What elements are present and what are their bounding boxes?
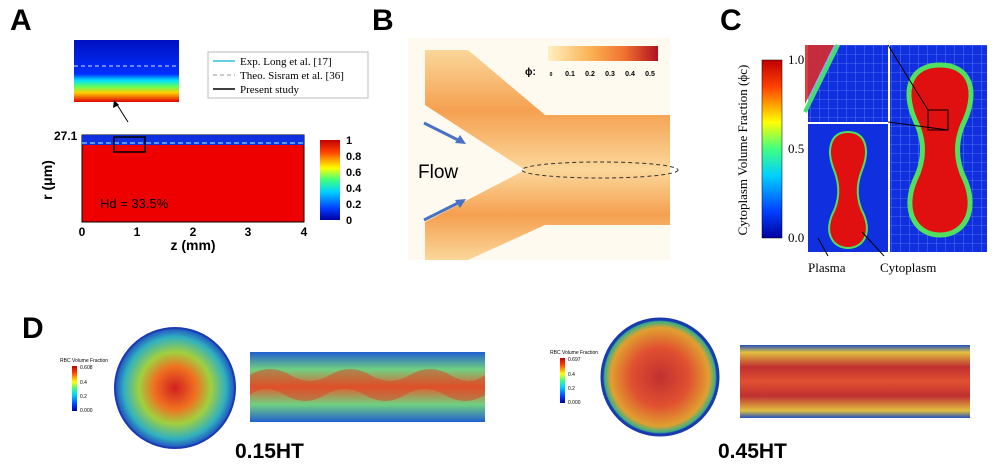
panel-label: A (10, 4, 32, 37)
inset-heatmap (74, 40, 179, 102)
colorbar-tick: 0.4 (568, 372, 575, 378)
colorbar-title: RBC Volume Fraction (550, 350, 598, 356)
colorbar (320, 140, 340, 220)
annotation: Flow (418, 162, 458, 183)
colorbar (560, 358, 565, 403)
panel-d: D RBC Volume Fraction 0.608 0.4 0.2 0.00… (22, 312, 970, 463)
colorbar-tick: 0.0 (788, 230, 804, 245)
figure: A Exp. Long et al. [17] Theo. Sisram et … (0, 0, 1008, 466)
panel-b: B Flow ϕ: 0 0.1 0.2 0.3 0.4 0.5 (372, 4, 678, 260)
colorbar-tick: 0.697 (568, 357, 581, 363)
colorbar (762, 60, 782, 238)
colorbar-tick: 1.0 (788, 52, 804, 67)
colorbar-tick: 0.5 (788, 141, 804, 156)
colorbar-tick: 0.4 (346, 183, 362, 195)
x-tick-label: 3 (245, 225, 252, 239)
region-label: Plasma (808, 260, 846, 275)
caption: 0.15HT (235, 440, 304, 463)
colorbar-title: RBC Volume Fraction (60, 358, 108, 364)
colorbar-title: ϕ: (525, 67, 536, 78)
arrow (116, 103, 128, 122)
colorbar-tick: 0.608 (80, 365, 93, 371)
colorbar-tick: 0.2 (346, 199, 361, 211)
panel-c: C Cytoplasm Volume Fraction (ϕc) 1.0 0.5… (720, 4, 987, 275)
legend-entry: Exp. Long et al. [17] (240, 56, 332, 68)
colorbar-title: Cytoplasm Volume Fraction (ϕc) (735, 65, 750, 236)
colorbar-tick: 0.4 (625, 71, 635, 78)
colorbar (548, 46, 658, 61)
colorbar-tick: 0.5 (645, 71, 655, 78)
colorbar-tick: 0 (550, 72, 553, 78)
x-tick-label: 0 (79, 225, 86, 239)
cross-section (602, 319, 718, 435)
colorbar-tick: 0.6 (346, 167, 361, 179)
x-tick-label: 1 (134, 225, 141, 239)
panel-a: A Exp. Long et al. [17] Theo. Sisram et … (10, 4, 368, 253)
legend-entry: Theo. Sisram et al. [36] (240, 70, 344, 82)
caption: 0.45HT (718, 440, 787, 463)
colorbar (72, 366, 77, 411)
colorbar-tick: 0.3 (605, 71, 615, 78)
colorbar-tick: 0 (346, 215, 352, 227)
x-tick-label: 4 (301, 225, 308, 239)
colorbar-tick: 0.4 (80, 380, 87, 386)
colorbar-tick: 1 (346, 135, 352, 147)
colorbar-tick: 0.000 (568, 400, 581, 406)
colorbar-tick: 0.2 (80, 394, 87, 400)
x-axis-label: z (mm) (170, 237, 215, 253)
y-axis-label: r (μm) (39, 160, 55, 200)
colorbar-tick: 0.2 (585, 71, 595, 78)
annotation: Hd = 33.5% (100, 196, 169, 211)
longitudinal-section (740, 345, 970, 418)
panel-label: C (720, 4, 742, 37)
colorbar-tick: 0.2 (568, 386, 575, 392)
colorbar-tick: 0.000 (80, 408, 93, 414)
colorbar-tick: 0.8 (346, 151, 361, 163)
panel-label: D (22, 312, 44, 345)
cross-section (115, 328, 235, 448)
panel-label: B (372, 4, 394, 37)
colorbar-tick: 0.1 (565, 71, 575, 78)
y-tick-label: 27.1 (54, 129, 78, 143)
region-label: Cytoplasm (880, 260, 936, 275)
legend-entry: Present study (240, 84, 299, 96)
